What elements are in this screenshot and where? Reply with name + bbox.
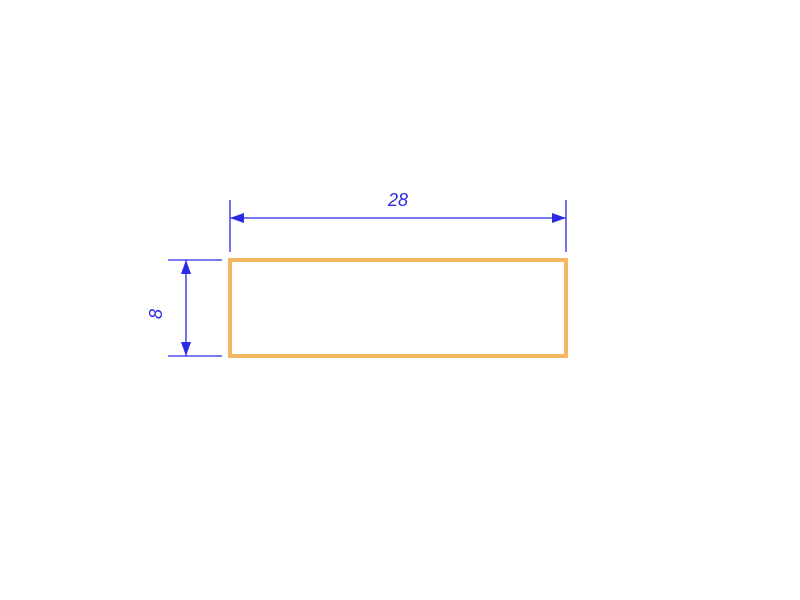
cross-section-diagram: 28 8 <box>0 0 800 600</box>
hex-cell <box>180 362 230 420</box>
hex-cell <box>330 362 380 420</box>
width-label: 28 <box>387 190 408 210</box>
height-arrow-bottom <box>181 342 191 356</box>
hex-cell <box>330 188 380 246</box>
hex-cell <box>481 362 531 420</box>
hex-cell <box>280 362 330 420</box>
profile-outline <box>230 260 566 356</box>
height-dimension: 8 <box>146 260 222 356</box>
hex-cell <box>280 188 330 246</box>
diagram-stage: 28 8 <box>0 0 800 600</box>
hex-cell <box>582 362 632 420</box>
hex-cell <box>180 188 230 246</box>
hex-cell <box>582 188 632 246</box>
hex-cell <box>531 362 581 420</box>
width-dimension: 28 <box>230 190 566 252</box>
hex-cell <box>180 275 230 333</box>
height-arrow-top <box>181 260 191 274</box>
hex-cell <box>431 362 481 420</box>
hex-cell <box>230 362 280 420</box>
hex-cell <box>481 188 531 246</box>
width-arrow-right <box>552 213 566 223</box>
hex-cell <box>582 275 632 333</box>
height-label: 8 <box>146 309 166 319</box>
hex-cell <box>381 362 431 420</box>
hex-cell <box>431 188 481 246</box>
width-arrow-left <box>230 213 244 223</box>
hex-cell <box>155 318 205 376</box>
